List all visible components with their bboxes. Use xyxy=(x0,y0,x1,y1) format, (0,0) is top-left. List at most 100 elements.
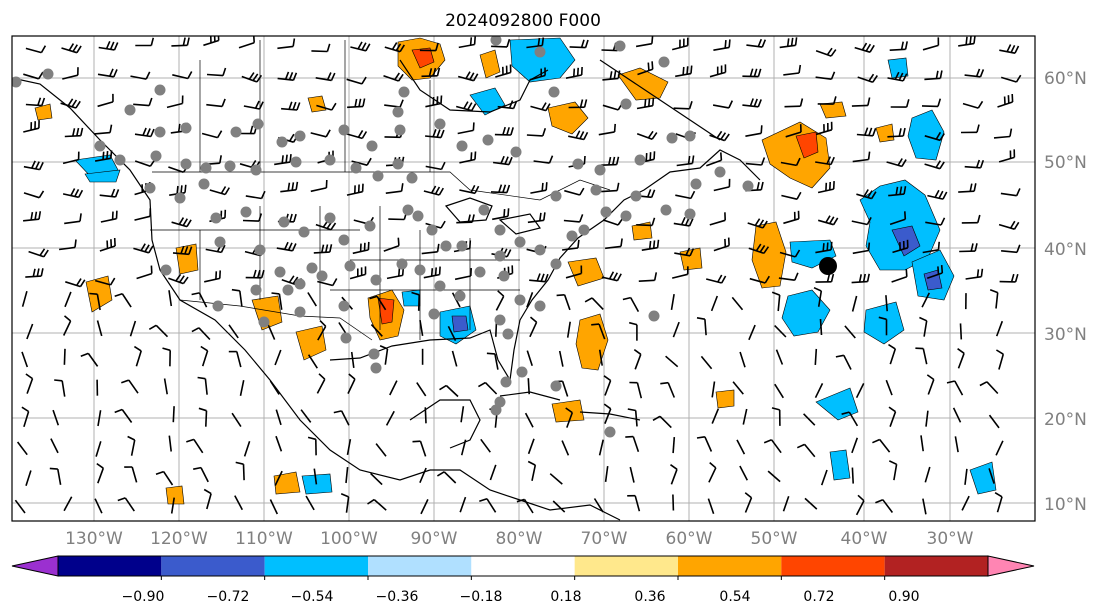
wind-barb xyxy=(49,467,62,485)
wind-barb xyxy=(492,208,510,221)
wind-barb xyxy=(558,350,564,367)
wind-barb xyxy=(460,439,467,456)
wind-barb xyxy=(96,320,103,337)
wind-barb xyxy=(64,127,84,138)
wind-barb xyxy=(851,273,870,284)
wind-barb xyxy=(995,349,1005,370)
station-marker xyxy=(160,264,172,276)
wind-barb xyxy=(100,210,118,223)
wind-barb xyxy=(878,316,888,336)
wind-barb xyxy=(529,316,538,338)
wind-barb xyxy=(820,469,828,486)
wind-barb xyxy=(52,409,60,426)
wind-barb xyxy=(271,292,283,310)
wind-barb xyxy=(890,99,910,108)
wind-barb xyxy=(458,36,476,49)
station-marker xyxy=(456,240,468,252)
wind-barb xyxy=(133,243,154,254)
wind-barb xyxy=(961,214,981,224)
wind-barb xyxy=(924,70,943,81)
wind-barb xyxy=(200,345,209,367)
wind-barb xyxy=(62,188,84,199)
wind-barb xyxy=(920,435,924,452)
wind-barb xyxy=(416,382,427,397)
station-marker xyxy=(490,36,502,46)
wind-barb xyxy=(58,239,77,251)
wind-barb xyxy=(854,42,875,53)
station-marker xyxy=(240,206,252,218)
lon-label: 100°W xyxy=(320,529,378,549)
wind-barb xyxy=(813,286,823,307)
wind-barb xyxy=(815,241,833,254)
colorbar-segment xyxy=(678,556,782,576)
wind-barb xyxy=(994,492,1003,513)
wind-barb xyxy=(480,438,491,453)
wind-barb xyxy=(148,324,169,338)
station-marker xyxy=(180,158,192,170)
wind-barb xyxy=(627,408,638,427)
positive-contour xyxy=(34,103,53,121)
wind-barb xyxy=(136,265,153,280)
station-marker xyxy=(550,380,562,392)
wind-barb xyxy=(814,348,818,365)
station-marker xyxy=(174,192,186,204)
station-marker xyxy=(406,172,418,184)
wind-barb xyxy=(711,408,720,424)
wind-barb xyxy=(455,101,477,112)
wind-barbs xyxy=(14,36,1022,516)
station-marker xyxy=(366,140,378,152)
wind-barb xyxy=(243,100,264,110)
wind-barb xyxy=(603,403,612,424)
wind-barb xyxy=(172,71,193,80)
wind-barb xyxy=(565,265,583,279)
wind-barb xyxy=(317,278,338,287)
wind-barb xyxy=(747,218,768,229)
wind-barb xyxy=(267,324,276,340)
wind-barb xyxy=(602,70,621,81)
lon-label: 30°W xyxy=(927,529,974,549)
colorbar-tick-label: −0.72 xyxy=(207,589,250,605)
station-marker xyxy=(634,154,646,166)
lon-label: 120°W xyxy=(150,529,208,549)
wind-barb xyxy=(127,435,136,456)
station-marker xyxy=(350,162,362,174)
wind-barb xyxy=(568,130,589,141)
station-marker xyxy=(212,300,224,312)
wind-barb xyxy=(495,290,505,311)
wind-barb xyxy=(530,102,551,112)
wind-barb xyxy=(14,499,26,514)
positive-contour xyxy=(295,325,327,361)
wind-barb xyxy=(191,292,208,308)
wind-barb xyxy=(591,323,606,340)
wind-barb xyxy=(709,212,726,226)
station-marker xyxy=(324,212,336,224)
wind-barb xyxy=(191,327,211,341)
wind-barb xyxy=(242,213,263,222)
wind-barb xyxy=(134,127,155,138)
wind-barb xyxy=(347,98,366,109)
colorbar-segment xyxy=(161,556,265,576)
station-marker xyxy=(594,164,606,176)
wind-barb xyxy=(960,124,980,134)
wind-barb xyxy=(479,498,497,513)
lat-label: 40°N xyxy=(1044,240,1087,260)
station-marker xyxy=(690,178,702,190)
lon-label: 80°W xyxy=(496,529,543,549)
wind-barb xyxy=(565,66,583,79)
wind-barb xyxy=(245,190,266,200)
wind-barb xyxy=(186,438,204,454)
wind-barb xyxy=(412,440,427,457)
wind-barb xyxy=(841,411,859,427)
wind-barb xyxy=(672,321,680,338)
wind-barb xyxy=(23,71,44,80)
wind-barb xyxy=(25,97,46,107)
wind-barb xyxy=(62,315,72,336)
wind-barb xyxy=(803,413,816,426)
station-marker xyxy=(282,284,294,296)
wind-barb xyxy=(421,243,440,255)
storm-center-marker xyxy=(819,257,837,275)
station-marker xyxy=(392,106,404,118)
wind-barb xyxy=(135,37,155,47)
wind-barb xyxy=(835,354,852,370)
